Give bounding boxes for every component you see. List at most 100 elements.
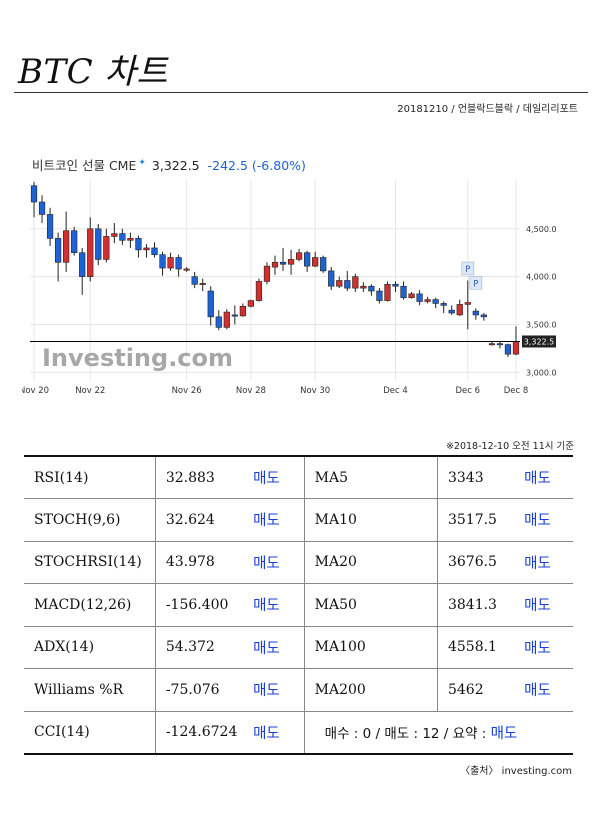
indicator-row: RSI(14) 32.883 매도 MA5 3343 매도 bbox=[24, 455, 573, 499]
ma-value: 3343 bbox=[436, 455, 525, 499]
summary-signal: 매도 bbox=[490, 725, 518, 742]
indicator-signal: 매도 bbox=[253, 625, 305, 669]
candle-body bbox=[328, 270, 335, 287]
x-tick-label: Nov 28 bbox=[236, 386, 266, 396]
ma-name: MA20 bbox=[303, 540, 438, 584]
candle-body bbox=[304, 252, 311, 267]
indicator-value: 32.883 bbox=[154, 455, 254, 499]
ma-signal: 매도 bbox=[524, 583, 573, 626]
ma-signal: 매도 bbox=[524, 625, 573, 669]
candle-body bbox=[408, 293, 415, 299]
summary-text: 매수 : 0 / 매도 : 12 / 요약 : bbox=[324, 725, 491, 742]
y-tick-label: 4,000.0 bbox=[526, 273, 557, 282]
candle-body bbox=[55, 238, 62, 263]
candle-body bbox=[63, 230, 70, 263]
timestamp-note: ※2018-12-10 오전 11시 기준 bbox=[445, 441, 574, 452]
candle-body bbox=[199, 283, 206, 285]
candle-body bbox=[95, 228, 102, 260]
candle-body bbox=[384, 284, 391, 301]
last-price: 3,322.5 bbox=[151, 158, 200, 173]
plot-area bbox=[30, 180, 520, 380]
candle-body bbox=[295, 252, 303, 260]
price-chart: 3,000.0 3,500.0 4,000.0 4,500.0 Nov 20 Nov 22… bbox=[22, 148, 567, 410]
indicator-row: Williams %R -75.076 매도 MA200 5462 매도 bbox=[24, 668, 573, 711]
ma-value: 4558.1 bbox=[436, 625, 525, 669]
indicator-name: Williams %R bbox=[24, 668, 156, 711]
indicator-signal: 매도 bbox=[253, 668, 305, 711]
p-marker bbox=[461, 261, 475, 276]
candle-body bbox=[312, 257, 319, 267]
source-note: 〈출처〉 investing.com bbox=[460, 766, 572, 777]
indicator-signal: 매도 bbox=[253, 540, 305, 584]
candle-body bbox=[79, 252, 86, 277]
report-subtitle: 20181210 / 언블락드블락 / 데일리리포트 bbox=[397, 104, 578, 115]
indicator-value: -75.076 bbox=[154, 668, 254, 711]
indicator-value: 43.978 bbox=[154, 540, 254, 584]
candle-body bbox=[320, 257, 327, 272]
candle-body bbox=[287, 259, 295, 265]
candle-body bbox=[87, 228, 94, 277]
indicator-name: STOCHRSI(14) bbox=[24, 540, 156, 584]
candle-body bbox=[440, 303, 447, 306]
y-tick-label: 3,500.0 bbox=[526, 320, 557, 329]
candle-body bbox=[191, 276, 198, 285]
page-title: BTC 차트 bbox=[18, 52, 169, 92]
indicator-row: STOCH(9,6) 32.624 매도 MA10 3517.5 매도 bbox=[24, 498, 573, 541]
candle-body bbox=[159, 254, 166, 269]
candle-body bbox=[175, 257, 182, 270]
candle-body bbox=[30, 185, 38, 203]
indicator-name: RSI(14) bbox=[24, 455, 156, 499]
candle-body bbox=[472, 310, 479, 316]
indicator-row: MACD(12,26) -156.400 매도 MA50 3841.3 매도 bbox=[24, 583, 573, 626]
indicator-row: ADX(14) 54.372 매도 MA100 4558.1 매도 bbox=[24, 625, 573, 669]
indicator-row: STOCHRSI(14) 43.978 매도 MA20 3676.5 매도 bbox=[24, 540, 573, 584]
p-marker-label: P bbox=[465, 265, 470, 275]
candle-body bbox=[167, 257, 174, 269]
candle-body bbox=[127, 238, 134, 241]
candle-body bbox=[151, 247, 158, 255]
p-marker-label: P bbox=[473, 279, 478, 289]
candle-body bbox=[255, 281, 263, 301]
candle-body bbox=[496, 343, 504, 346]
ma-value: 3841.3 bbox=[436, 583, 525, 626]
indicator-name: CCI(14) bbox=[24, 710, 156, 755]
indicator-row-summary: CCI(14) -124.6724 매도 매수 : 0 / 매도 : 12 / 요약 … bbox=[24, 710, 573, 755]
x-tick-label: Nov 26 bbox=[172, 386, 202, 396]
p-marker bbox=[469, 276, 483, 290]
candle-body bbox=[456, 304, 463, 316]
indicator-name: MACD(12,26) bbox=[24, 583, 156, 626]
y-tick-label: 4,500.0 bbox=[526, 225, 557, 234]
candle-body bbox=[279, 261, 287, 265]
candle-body bbox=[360, 285, 367, 289]
candle-body bbox=[504, 344, 512, 355]
candle-body bbox=[392, 284, 399, 287]
ma-name: MA5 bbox=[303, 455, 438, 499]
ma-value: 3517.5 bbox=[436, 498, 525, 541]
ma-name: MA200 bbox=[303, 668, 438, 711]
candle-body bbox=[432, 299, 439, 304]
candle-body bbox=[488, 343, 495, 346]
ma-name: MA50 bbox=[303, 583, 438, 626]
ma-value: 3676.5 bbox=[436, 540, 525, 584]
candle-body bbox=[135, 238, 142, 251]
candle-body bbox=[183, 268, 190, 271]
candle-body bbox=[215, 316, 222, 328]
candle-body bbox=[231, 314, 238, 317]
candle-body bbox=[119, 233, 126, 241]
y-tick-label: 3,000.0 bbox=[526, 368, 557, 377]
candle-body bbox=[103, 236, 110, 260]
candle-body bbox=[143, 247, 150, 251]
x-tick-label: Dec 8 bbox=[504, 386, 529, 396]
candle-body bbox=[71, 230, 78, 254]
candle-body bbox=[424, 299, 431, 302]
candle-body bbox=[38, 201, 46, 215]
candle-body bbox=[239, 306, 246, 317]
candle-body bbox=[448, 309, 455, 314]
candle-body bbox=[400, 285, 407, 299]
candle-body bbox=[247, 300, 255, 307]
title-rule bbox=[14, 92, 588, 93]
ma-signal: 매도 bbox=[524, 455, 573, 499]
candle-body bbox=[271, 261, 279, 268]
price-change-pct: (-6.80%) bbox=[251, 158, 306, 173]
x-tick-label: Dec 4 bbox=[383, 386, 408, 396]
